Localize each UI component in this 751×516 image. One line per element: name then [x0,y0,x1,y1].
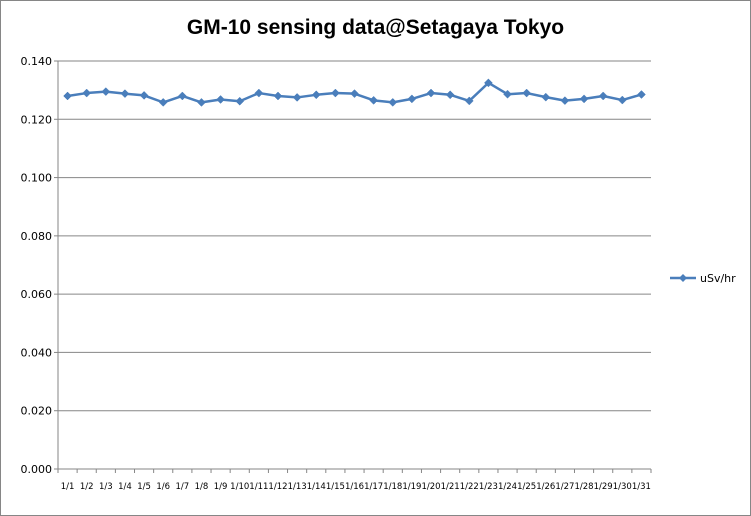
x-tick-label: 1/19 [402,482,421,492]
x-tick-label: 1/1 [61,482,75,492]
y-tick-label: 0.140 [21,55,53,68]
x-tick-label: 1/5 [137,482,151,492]
x-tick-label: 1/21 [441,482,460,492]
axes [54,60,652,473]
data-point [120,89,130,98]
data-point [445,90,455,100]
data-point [331,88,340,98]
chart-title: GM-10 sensing data@Setagaya Tokyo [186,16,565,39]
x-tick-label: 1/2 [80,482,94,492]
x-tick-label: 1/22 [460,482,479,492]
x-tick-label: 1/7 [175,482,189,492]
data-point [407,94,417,104]
data-point [197,98,206,107]
x-tick-label: 1/24 [498,482,517,492]
x-tick-label: 1/25 [517,482,536,492]
data-point [235,96,245,106]
x-tick-label: 1/14 [307,482,326,492]
data-point [617,95,627,105]
x-tick-label: 1/13 [288,482,307,492]
x-tick-label: 1/18 [383,482,402,492]
y-tick-label: 0.000 [21,463,53,476]
x-tick-label: 1/28 [575,482,594,492]
legend-marker [679,274,687,282]
y-tick-label: 0.020 [21,405,53,418]
data-point [177,91,187,101]
x-tick-label: 1/10 [230,482,249,492]
data-point [292,93,302,102]
data-point [464,96,474,106]
data-point [216,95,225,104]
x-tick-label: 1/27 [555,482,574,492]
x-tick-label: 1/6 [156,482,170,492]
data-point [369,95,378,105]
x-tick-label: 1/23 [479,482,498,492]
y-tick-label: 0.120 [21,113,53,126]
x-tick-label: 1/8 [195,482,209,492]
data-point [541,92,551,102]
x-tick-labels: 1/1 1/2 1/3 1/4 1/5 1/6 1/7 1/8 1/9 1/10 1/11 1/12 1… [61,482,651,492]
x-tick-label: 1/4 [118,482,132,492]
data-point [560,96,570,105]
data-point [139,91,149,100]
x-tick-label: 1/11 [249,482,268,492]
x-tick-label: 1/26 [536,482,555,492]
gridlines [58,60,651,412]
legend: uSv/hr [670,272,736,285]
x-tick-label: 1/17 [364,482,383,492]
data-point [579,94,589,104]
data-point [273,91,283,101]
data-point [63,91,72,101]
data-point [350,89,359,98]
y-tick-label: 0.100 [21,172,53,185]
data-point [82,88,92,98]
data-point [388,98,398,107]
x-tick-label: 1/31 [632,482,651,492]
data-point [426,88,436,98]
data-point [158,98,168,107]
x-tick-label: 1/16 [345,482,364,492]
x-tick-label: 1/29 [594,482,613,492]
x-tick-label: 1/3 [99,482,113,492]
data-point [598,91,608,101]
x-tick-label: 1/20 [421,482,440,492]
data-point [484,78,493,88]
x-tick-label: 1/12 [268,482,287,492]
y-tick-label: 0.080 [21,230,53,243]
legend-label: uSv/hr [700,272,736,285]
data-point [522,88,532,98]
y-tick-labels: 0.000 0.020 0.040 0.060 0.080 0.100 0.120 0.140 [21,55,53,476]
data-point [101,87,111,96]
x-tick-label: 1/30 [613,482,632,492]
data-point [254,88,264,98]
data-point [503,89,512,99]
series-group [63,78,646,107]
x-tick-label: 1/9 [214,482,228,492]
y-tick-label: 0.060 [21,288,53,301]
data-point [637,90,646,99]
data-point [311,90,321,100]
x-tick-label: 1/15 [326,482,345,492]
y-tick-label: 0.040 [21,346,53,359]
